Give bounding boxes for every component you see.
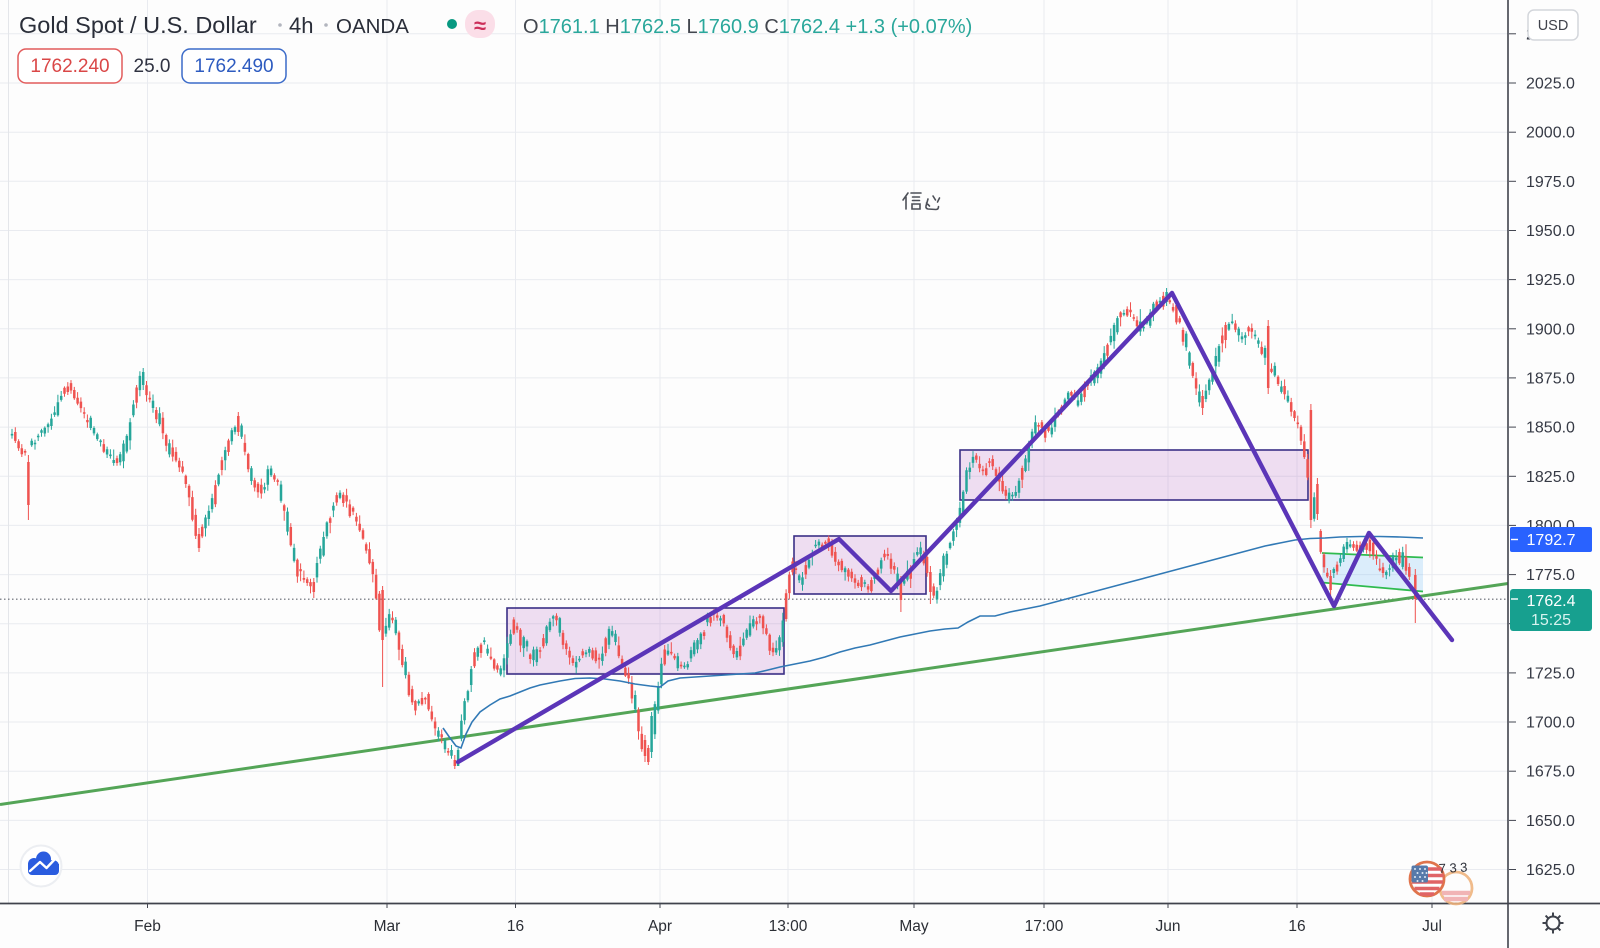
svg-text:1900.0: 1900.0 xyxy=(1526,321,1575,338)
svg-text:16: 16 xyxy=(507,918,524,935)
svg-text:1825.0: 1825.0 xyxy=(1526,469,1575,486)
svg-text:Jul: Jul xyxy=(1422,918,1442,935)
svg-text:1875.0: 1875.0 xyxy=(1526,370,1575,387)
svg-text:OANDA: OANDA xyxy=(336,15,409,38)
svg-text:1762.240: 1762.240 xyxy=(30,56,109,77)
svg-text:Mar: Mar xyxy=(374,918,401,935)
svg-text:May: May xyxy=(899,918,929,935)
svg-text:O1761.1 H1762.5 L1760.9 C1762.: O1761.1 H1762.5 L1760.9 C1762.4 +1.3 (+0… xyxy=(523,16,972,38)
svg-text:1950.0: 1950.0 xyxy=(1526,223,1575,240)
svg-text:17:00: 17:00 xyxy=(1025,918,1064,935)
svg-text:2000.0: 2000.0 xyxy=(1526,125,1575,142)
svg-text:1725.0: 1725.0 xyxy=(1526,665,1575,682)
svg-text:733: 733 xyxy=(1438,859,1471,876)
svg-text:1775.0: 1775.0 xyxy=(1526,567,1575,584)
svg-text:Feb: Feb xyxy=(134,918,161,935)
svg-text:16: 16 xyxy=(1288,918,1305,935)
svg-text:Jun: Jun xyxy=(1156,918,1181,935)
svg-text:Gold Spot / U.S. Dollar: Gold Spot / U.S. Dollar xyxy=(19,12,257,38)
svg-text:1850.0: 1850.0 xyxy=(1526,420,1575,437)
svg-text:13:00: 13:00 xyxy=(769,918,808,935)
svg-text:1975.0: 1975.0 xyxy=(1526,174,1575,191)
svg-text:USD: USD xyxy=(1538,18,1569,34)
svg-text:1762.4: 1762.4 xyxy=(1527,593,1576,610)
svg-text:15:25: 15:25 xyxy=(1531,612,1571,629)
svg-text:Apr: Apr xyxy=(648,918,672,935)
svg-text:1675.0: 1675.0 xyxy=(1526,764,1575,781)
svg-text:≈: ≈ xyxy=(474,13,486,38)
svg-text:1625.0: 1625.0 xyxy=(1526,862,1575,879)
svg-text:25.0: 25.0 xyxy=(134,56,171,77)
svg-text:1700.0: 1700.0 xyxy=(1526,715,1575,732)
svg-text:1762.490: 1762.490 xyxy=(194,56,273,77)
svg-text:1650.0: 1650.0 xyxy=(1526,813,1575,830)
svg-text:2025.0: 2025.0 xyxy=(1526,76,1575,93)
svg-text:1925.0: 1925.0 xyxy=(1526,272,1575,289)
svg-text:1792.7: 1792.7 xyxy=(1527,532,1576,549)
svg-text:4h: 4h xyxy=(289,13,313,38)
